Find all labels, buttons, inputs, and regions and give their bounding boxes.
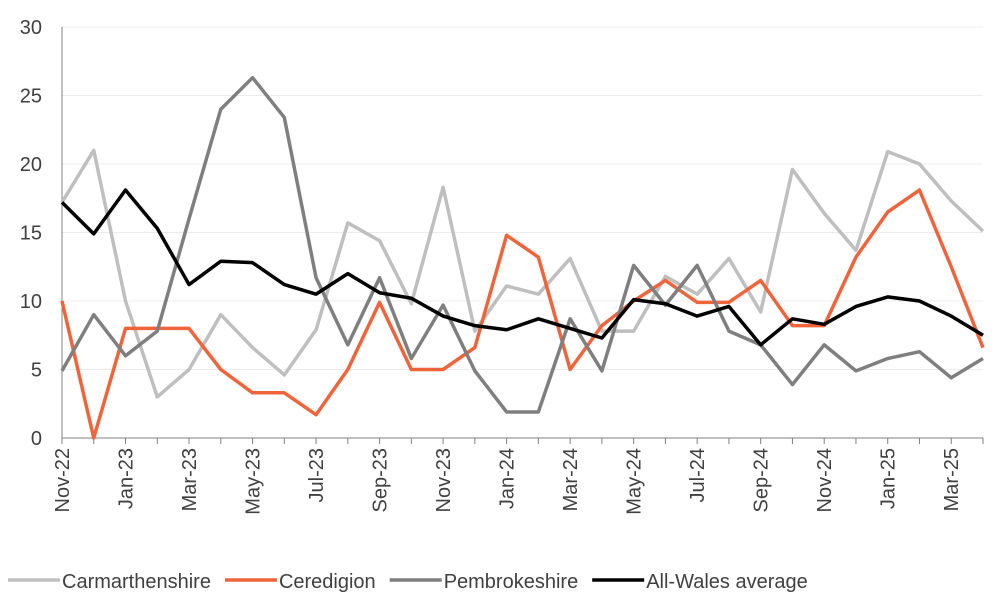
y-tick-label: 30 [20,17,42,39]
x-tick-label: Jan-23 [116,448,138,509]
x-tick-label: Jul-24 [687,448,709,502]
y-tick-label: 10 [20,291,42,313]
y-tick-label: 15 [20,223,42,245]
series-line [60,75,984,414]
y-tick-label: 0 [31,428,42,450]
x-tick-label: Mar-23 [179,448,201,511]
x-tick-label: Jan-24 [497,448,519,509]
x-tick-label: Jan-25 [878,448,900,509]
series-line [60,188,984,347]
x-tick-label: Nov-22 [52,448,74,512]
y-tick-label: 25 [20,86,42,108]
x-tick-label: Sep-24 [751,448,773,513]
x-tick-label: Mar-24 [560,448,582,511]
legend-label: All-Wales average [646,571,808,593]
x-tick-label: May-23 [243,448,265,515]
series-line [60,148,985,399]
x-tick-label: Nov-23 [433,448,455,512]
y-tick-label: 5 [31,360,42,382]
x-tick-label: Mar-25 [941,448,963,511]
x-tick-label: Sep-23 [370,448,392,513]
x-tick-label: Jul-23 [306,448,328,502]
legend-label: Carmarthenshire [62,571,211,593]
y-tick-label: 20 [20,154,42,176]
x-tick-label: Nov-24 [814,448,836,512]
legend-label: Pembrokeshire [444,571,579,593]
legend-label: Ceredigion [279,571,376,593]
series-line [60,188,985,440]
x-tick-label: May-24 [624,448,646,515]
